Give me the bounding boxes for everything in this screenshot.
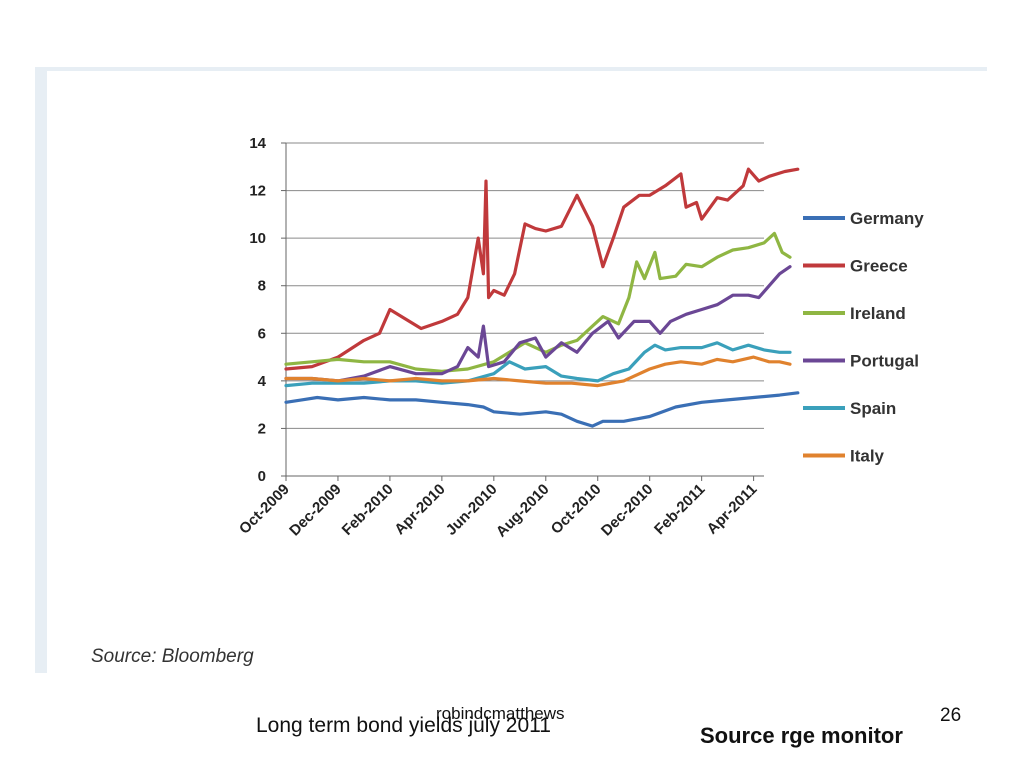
series-line-greece (284, 167, 800, 371)
y-tick-label: 2 (258, 420, 266, 437)
x-tick-label: Oct-2010 (548, 481, 605, 538)
y-tick-label: 8 (258, 278, 266, 295)
slide-title: Long term bond yields july 2011 (256, 714, 551, 737)
y-tick-label: 10 (249, 230, 266, 247)
source-note: Source: Bloomberg (91, 646, 254, 667)
x-tick-label: Oct-2009 (236, 481, 293, 538)
legend-label-portugal: Portugal (850, 352, 919, 371)
legend: Germany Greece Ireland Portugal Spain Italy (803, 209, 924, 466)
legend-label-greece: Greece (850, 257, 908, 276)
series-line-ireland (284, 231, 792, 373)
author-label: robindcmatthews (436, 704, 565, 723)
x-tick-label: Apr-2010 (391, 481, 448, 538)
x-tick-label: Apr-2011 (704, 481, 761, 538)
legend-label-spain: Spain (850, 399, 896, 418)
x-tick-label: Feb-2010 (339, 481, 397, 539)
axes (281, 142, 764, 481)
y-tick-label: 0 (258, 468, 266, 485)
slide-number: 26 (940, 705, 962, 726)
source-credit: Source rge monitor (700, 723, 903, 748)
x-tick-label: Dec-2010 (598, 481, 657, 540)
y-tick-label: 4 (258, 373, 267, 390)
x-tick-label: Dec-2009 (286, 481, 345, 540)
series-lines (284, 167, 800, 428)
gridlines (286, 142, 764, 429)
series-line-portugal (284, 265, 792, 383)
legend-label-italy: Italy (850, 447, 885, 466)
series-line-germany (284, 391, 800, 428)
y-tick-labels: 0 2 4 6 8 10 12 14 (249, 135, 266, 485)
y-tick-label: 14 (249, 135, 266, 152)
x-tick-label: Jun-2010 (443, 481, 501, 539)
slide-content-panel (35, 67, 987, 673)
series-line-italy (284, 355, 792, 388)
legend-label-ireland: Ireland (850, 304, 906, 323)
y-tick-label: 12 (249, 183, 266, 200)
legend-label-germany: Germany (850, 209, 924, 228)
x-tick-labels: Oct-2009Dec-2009Feb-2010Apr-2010Jun-2010… (236, 481, 760, 541)
x-tick-label: Aug-2010 (493, 481, 553, 541)
x-tick-label: Feb-2011 (651, 481, 708, 538)
y-tick-label: 6 (258, 325, 266, 342)
